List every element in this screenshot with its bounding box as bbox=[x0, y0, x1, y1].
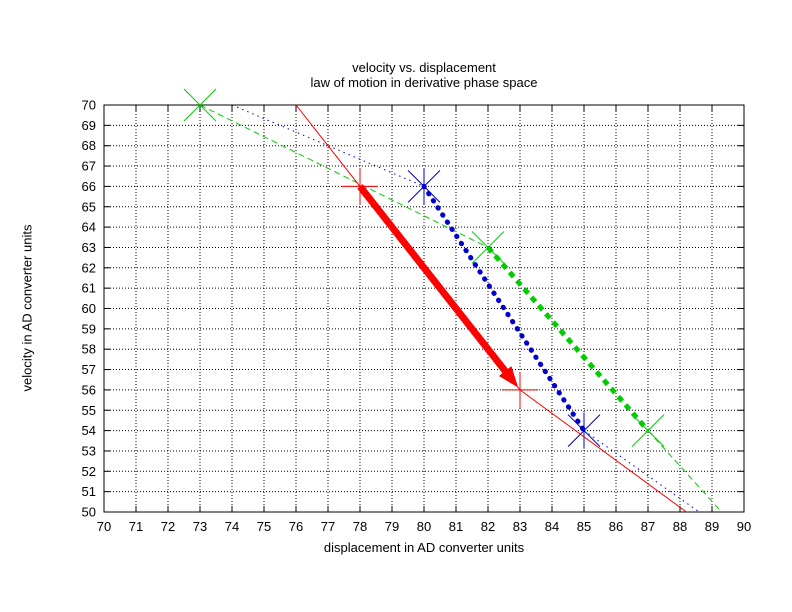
x-tick-label: 90 bbox=[737, 519, 751, 534]
x-tick-label: 85 bbox=[577, 519, 591, 534]
red-vector-thin-line bbox=[519, 389, 687, 513]
x-tick-label: 81 bbox=[449, 519, 463, 534]
x-axis-label: displacement in AD converter units bbox=[323, 540, 525, 555]
green-trajectory-thin-line bbox=[647, 430, 722, 513]
x-tick-label: 76 bbox=[289, 519, 303, 534]
y-tick-label: 63 bbox=[82, 240, 96, 255]
y-tick-label: 70 bbox=[82, 98, 96, 113]
y-tick-label: 51 bbox=[82, 484, 96, 499]
x-tick-label: 80 bbox=[417, 519, 431, 534]
x-tick-label: 88 bbox=[673, 519, 687, 534]
y-axis-label: velocity in AD converter units bbox=[19, 224, 35, 392]
x-tick-label: 82 bbox=[481, 519, 495, 534]
x-tick-label: 71 bbox=[129, 519, 143, 534]
y-tick-label: 53 bbox=[82, 443, 96, 458]
red-vector-arrowhead bbox=[498, 366, 519, 388]
y-tick-label: 58 bbox=[82, 342, 96, 357]
x-tick-label: 89 bbox=[705, 519, 719, 534]
green-trajectory-thick-line bbox=[486, 245, 650, 433]
green-trajectory-x-marker bbox=[631, 414, 665, 447]
red-vector-thick-line bbox=[357, 184, 512, 378]
blue-trajectory-thick-line bbox=[421, 183, 587, 434]
y-tick-label: 62 bbox=[82, 260, 96, 275]
x-tick-label: 72 bbox=[161, 519, 175, 534]
x-tick-label: 78 bbox=[353, 519, 367, 534]
y-tick-label: 59 bbox=[82, 321, 96, 336]
y-tick-label: 61 bbox=[82, 281, 96, 296]
x-tick-label: 83 bbox=[513, 519, 527, 534]
x-tick-label: 77 bbox=[321, 519, 335, 534]
y-tick-label: 68 bbox=[82, 138, 96, 153]
y-tick-label: 50 bbox=[82, 505, 96, 520]
x-tick-label: 75 bbox=[257, 519, 271, 534]
x-tick-label: 87 bbox=[641, 519, 655, 534]
x-tick-label: 79 bbox=[385, 519, 399, 534]
x-tick-label: 84 bbox=[545, 519, 559, 534]
y-tick-label: 54 bbox=[82, 423, 96, 438]
y-tick-label: 66 bbox=[82, 179, 96, 194]
green-trajectory-x-marker bbox=[471, 231, 505, 264]
green-trajectory-thin-line bbox=[199, 104, 489, 248]
y-tick-label: 67 bbox=[82, 159, 96, 174]
y-tick-label: 56 bbox=[82, 382, 96, 397]
y-tick-label: 65 bbox=[82, 199, 96, 214]
y-tick-label: 69 bbox=[82, 118, 96, 133]
y-tick-label: 64 bbox=[82, 220, 96, 235]
x-tick-label: 70 bbox=[97, 519, 111, 534]
chart-subtitle: law of motion in derivative phase space bbox=[310, 75, 538, 90]
x-tick-label: 86 bbox=[609, 519, 623, 534]
y-tick-label: 52 bbox=[82, 464, 96, 479]
chart-title: velocity vs. displacement bbox=[352, 60, 496, 75]
x-tick-label: 73 bbox=[193, 519, 207, 534]
y-tick-label: 55 bbox=[82, 403, 96, 418]
green-trajectory-x-marker bbox=[183, 88, 217, 122]
y-tick-label: 57 bbox=[82, 362, 96, 377]
x-tick-label: 74 bbox=[225, 519, 239, 534]
y-tick-label: 60 bbox=[82, 301, 96, 316]
